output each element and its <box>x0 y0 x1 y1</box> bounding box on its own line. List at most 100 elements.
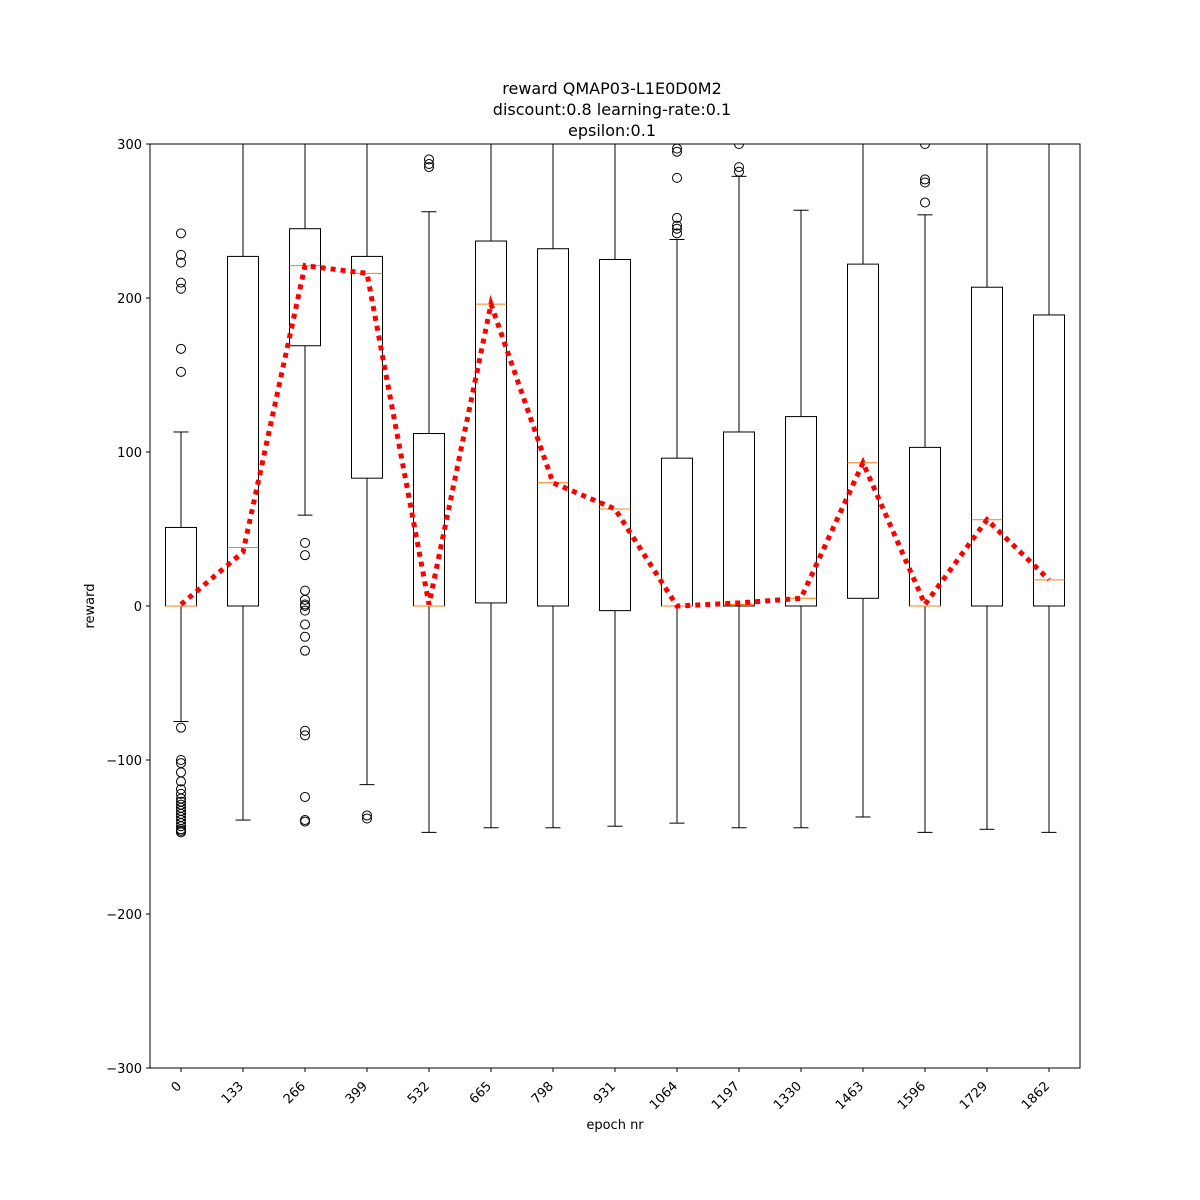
outlier-point <box>672 228 682 239</box>
box-body <box>227 255 259 607</box>
boxes-group <box>165 144 1065 838</box>
outlier-point <box>734 162 744 173</box>
outlier-point <box>424 162 434 173</box>
x-tick-label: 1330 <box>771 1079 805 1113</box>
outlier-point <box>176 799 186 810</box>
y-tick-label: 100 <box>117 446 142 461</box>
box-1596 <box>909 144 941 833</box>
plot-area <box>165 144 1065 838</box>
outlier-point <box>300 645 310 656</box>
outlier-point <box>176 343 186 354</box>
x-tick-label: 931 <box>591 1079 619 1107</box>
x-axis: 0 133 266 399 532 665 798 931 1064 1197 1330 1463 15… <box>169 1068 1053 1113</box>
outlier-point <box>300 631 310 642</box>
mean-line <box>179 262 1051 610</box>
outlier-point <box>734 166 744 177</box>
box-body <box>847 263 879 599</box>
box-body <box>971 286 1003 607</box>
x-tick-label: 1729 <box>957 1079 991 1113</box>
outlier-point <box>672 223 682 234</box>
outlier-point <box>672 146 682 157</box>
box-body <box>351 255 383 479</box>
outlier-point <box>176 767 186 778</box>
box-532 <box>413 154 445 833</box>
box-body <box>475 240 507 604</box>
box-body <box>413 433 445 607</box>
box-1862 <box>1033 144 1065 833</box>
y-axis: −300 −200 −100 0 100 200 300 <box>106 138 150 1077</box>
box-0 <box>165 228 197 838</box>
box-1729 <box>971 144 1003 830</box>
y-tick-label: 200 <box>117 292 142 307</box>
outlier-point <box>300 537 310 548</box>
box-body <box>785 416 817 607</box>
x-tick-label: 1064 <box>647 1079 681 1113</box>
outlier-point <box>300 725 310 736</box>
outlier-point <box>672 172 682 183</box>
box-133 <box>227 144 259 821</box>
outlier-point <box>920 177 930 188</box>
box-1197 <box>723 144 755 829</box>
outlier-point <box>672 212 682 223</box>
outlier-point <box>920 174 930 185</box>
outlier-point <box>176 228 186 239</box>
x-tick-label: 0 <box>169 1079 185 1095</box>
outlier-point <box>362 810 372 821</box>
x-tick-label: 1862 <box>1019 1079 1053 1113</box>
plot-frame <box>149 143 1081 1069</box>
y-tick-label: −200 <box>106 908 142 923</box>
x-tick-label: 798 <box>529 1079 557 1107</box>
outlier-point <box>176 249 186 260</box>
outlier-point <box>176 257 186 268</box>
box-1064 <box>661 144 693 824</box>
box-931 <box>599 144 631 827</box>
chart-title-line-3: epsilon:0.1 <box>568 121 656 140</box>
x-tick-label: 532 <box>405 1079 433 1107</box>
box-body <box>537 248 569 607</box>
box-body <box>661 457 693 607</box>
x-tick-label: 1197 <box>709 1079 743 1113</box>
box-665 <box>475 144 507 829</box>
x-tick-label: 399 <box>343 1079 371 1107</box>
y-tick-label: −100 <box>106 754 142 769</box>
chart-title-line-1: reward QMAP03-L1E0D0M2 <box>502 79 722 98</box>
outlier-point <box>176 755 186 765</box>
outlier-point <box>176 788 186 799</box>
outlier-point <box>176 277 186 288</box>
x-axis-label: epoch nr <box>586 1118 644 1133</box>
box-body <box>599 259 631 612</box>
outlier-point <box>300 599 310 610</box>
outlier-point <box>176 758 186 769</box>
y-axis-label: reward <box>83 583 98 628</box>
outlier-point <box>176 784 186 795</box>
outlier-point <box>300 619 310 630</box>
box-1330 <box>785 209 817 829</box>
outlier-point <box>920 144 930 149</box>
outlier-point <box>176 796 186 807</box>
chart-title-line-2: discount:0.8 learning-rate:0.1 <box>493 100 731 119</box>
outlier-point <box>300 815 310 826</box>
box-399 <box>351 144 383 824</box>
y-tick-label: 300 <box>117 138 142 153</box>
outlier-point <box>300 585 310 596</box>
outlier-point <box>920 197 930 208</box>
chart-title: reward QMAP03-L1E0D0M2 discount:0.8 lear… <box>493 79 731 140</box>
outlier-point <box>176 283 186 294</box>
box-body <box>1033 314 1065 607</box>
box-body <box>289 228 321 347</box>
outlier-point <box>300 605 310 616</box>
x-tick-label: 1596 <box>895 1079 929 1113</box>
box-798 <box>537 144 569 829</box>
outlier-point <box>300 550 310 561</box>
x-tick-label: 133 <box>219 1079 247 1107</box>
outlier-point <box>362 813 372 824</box>
x-tick-label: 665 <box>467 1079 495 1107</box>
y-tick-label: 0 <box>134 600 142 615</box>
outlier-point <box>176 722 186 733</box>
x-tick-label: 266 <box>281 1079 309 1107</box>
box-1463 <box>847 144 879 818</box>
outlier-point <box>300 791 310 802</box>
box-body <box>723 431 755 607</box>
outlier-point <box>734 144 744 149</box>
